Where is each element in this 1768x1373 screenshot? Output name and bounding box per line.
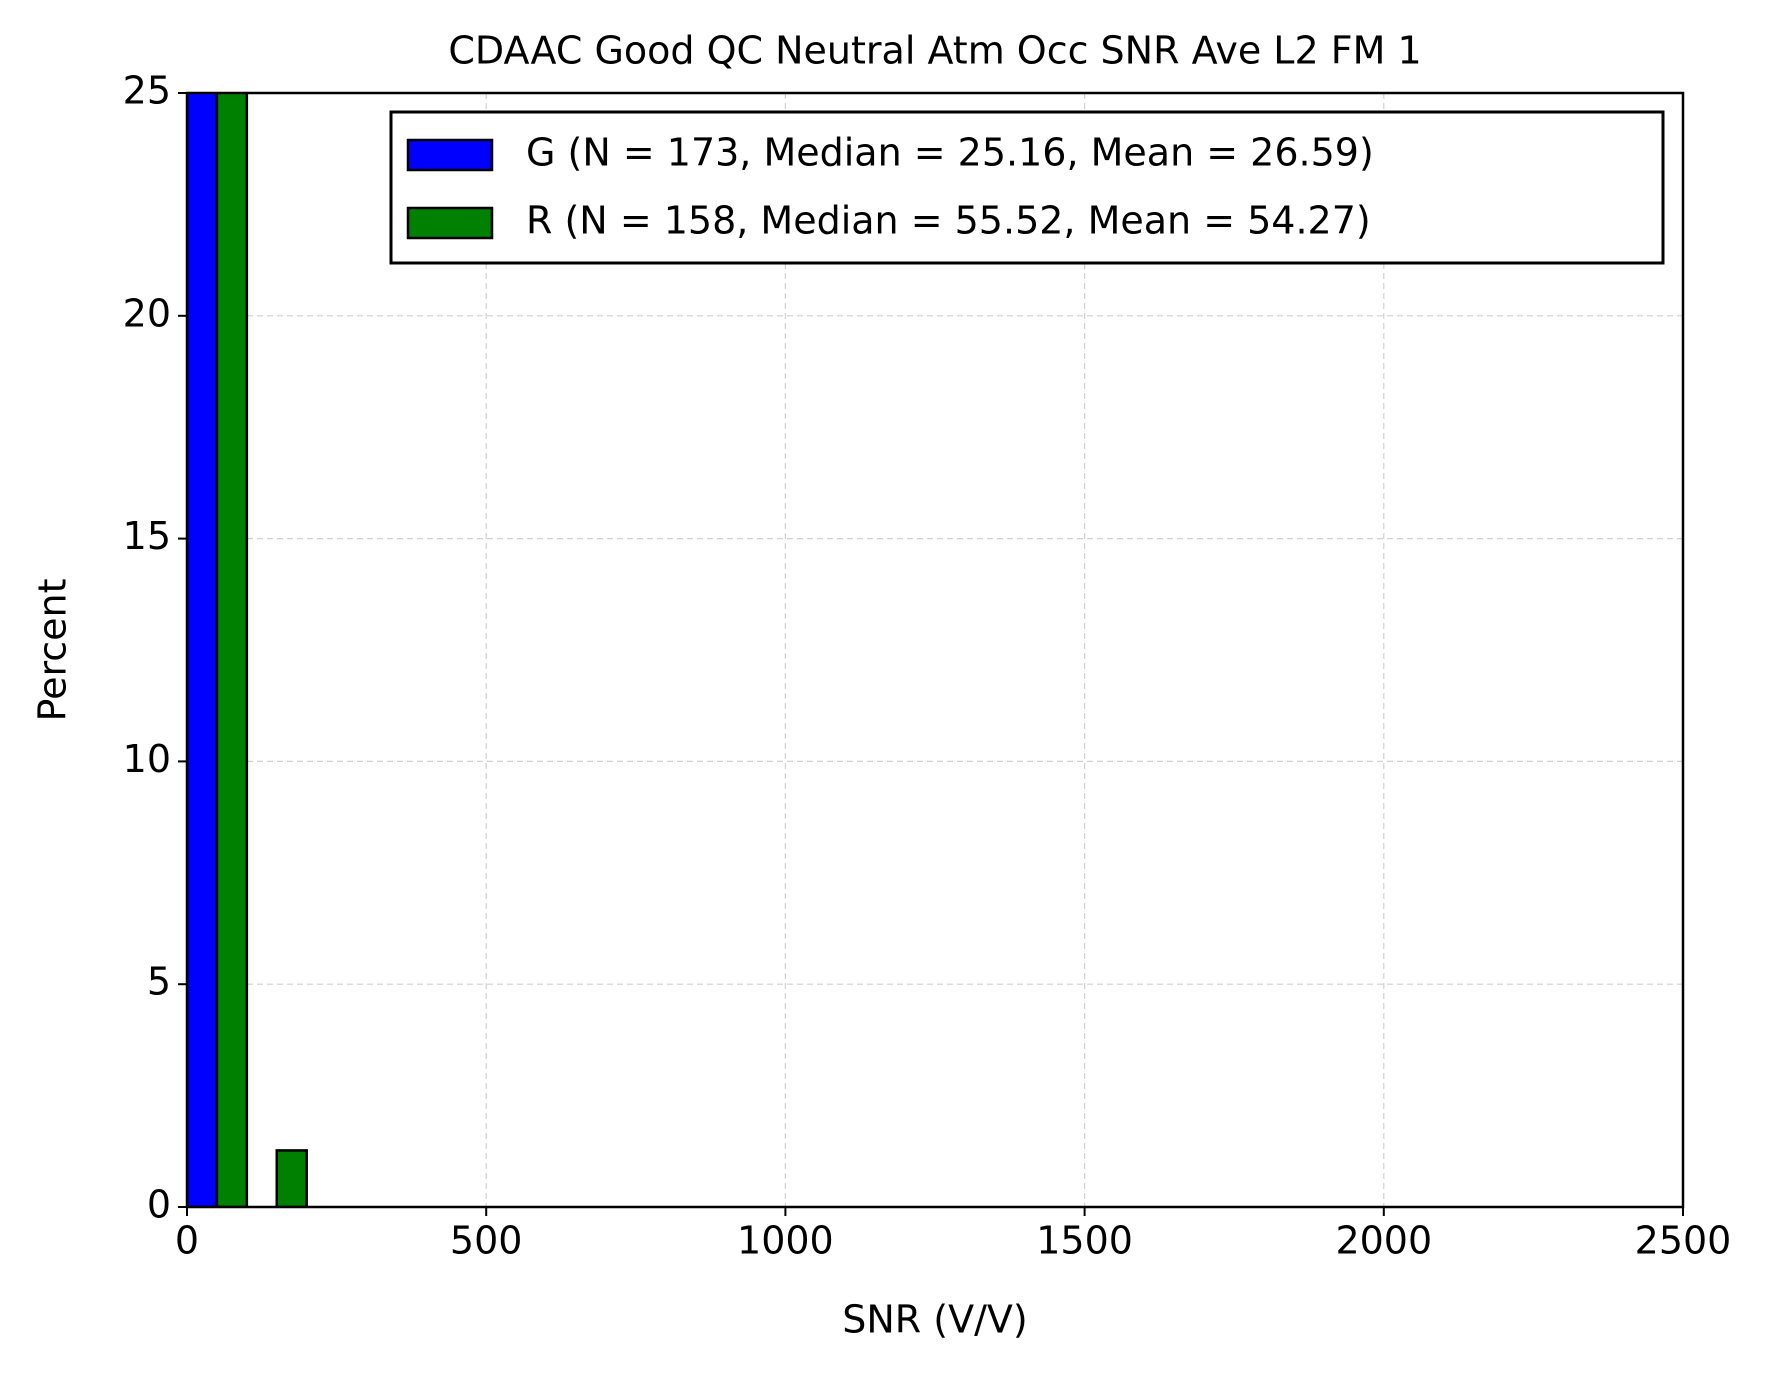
x-tick-label: 2000 [1335,1219,1432,1263]
x-tick-label: 1500 [1036,1219,1133,1263]
legend: G (N = 173, Median = 25.16, Mean = 26.59… [389,110,1665,265]
legend-swatch [406,138,494,172]
x-tick-label: 500 [450,1219,523,1263]
legend-label: R (N = 158, Median = 55.52, Mean = 54.27… [526,199,1371,243]
bar [275,1149,308,1207]
legend-label: G (N = 173, Median = 25.16, Mean = 26.59… [526,131,1374,175]
y-tick-label: 15 [123,514,171,558]
bars [187,93,308,1207]
plot-frame [185,91,1685,1209]
legend-swatch [406,206,494,240]
x-tick-label: 0 [175,1219,199,1263]
x-axis-label: SNR (V/V) [842,1298,1027,1342]
x-tick-label: 2500 [1635,1219,1732,1263]
y-tick-label: 25 [123,69,171,113]
bar [187,93,219,1207]
bar [215,93,249,1207]
y-tick-label: 0 [147,1183,171,1227]
y-tick-label: 5 [147,960,171,1004]
y-tick-label: 10 [123,737,171,781]
x-tick-label: 1000 [737,1219,834,1263]
legend-box [389,110,1665,265]
y-tick-label: 20 [123,291,171,335]
y-axis-label: Percent [31,579,75,722]
chart-title: CDAAC Good QC Neutral Atm Occ SNR Ave L2… [448,29,1421,73]
